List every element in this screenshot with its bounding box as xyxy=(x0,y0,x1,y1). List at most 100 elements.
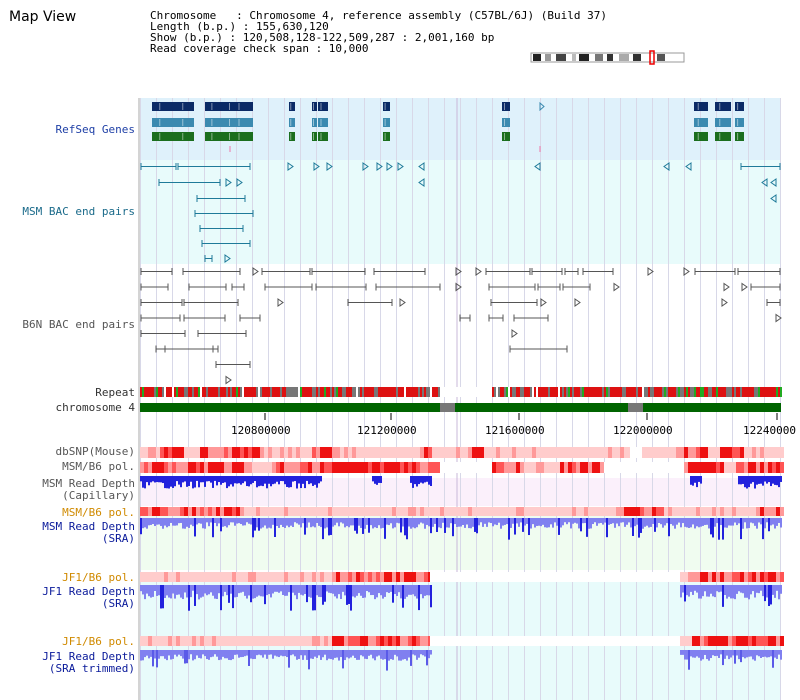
jf1-pol2-cell xyxy=(700,636,704,646)
jf1-sra-bar xyxy=(400,585,402,599)
repeat-segment xyxy=(696,387,698,397)
jf1-sra-bar xyxy=(264,585,266,605)
msm-sra-bar xyxy=(732,518,734,526)
jf1-sra-bar xyxy=(326,585,328,592)
dbsnp-cell xyxy=(212,447,216,458)
jf1-pol-cell xyxy=(164,572,168,582)
jf1-trim-bar xyxy=(226,650,228,659)
jf1-sra-bar xyxy=(262,585,264,597)
dbsnp-cell xyxy=(508,447,512,458)
msm-capillary-bar xyxy=(194,476,196,488)
repeat-segment xyxy=(398,387,400,397)
msm-sra-bar xyxy=(630,518,632,528)
jf1-sra-bar xyxy=(142,585,144,595)
msm-pol-cell xyxy=(332,462,336,473)
msm-sra-bar xyxy=(360,518,362,528)
bac-arrow xyxy=(761,178,768,187)
msm-capillary-bar xyxy=(282,476,284,482)
repeat-segment xyxy=(618,387,620,397)
dbsnp-cell xyxy=(716,447,720,458)
dbsnp-cell xyxy=(492,447,496,458)
jf1-trim-bar xyxy=(354,650,356,658)
track-label-msm-bac[interactable]: MSM BAC end pairs xyxy=(22,205,135,218)
msm-sra-bar xyxy=(286,518,288,526)
jf1-sra-bar xyxy=(314,585,316,611)
msm-sra-bar xyxy=(700,518,702,527)
msm-sra-bar xyxy=(406,518,408,540)
jf1-trim-bar xyxy=(348,650,350,659)
msm-pol-cell xyxy=(768,462,772,473)
dbsnp-cell xyxy=(252,447,256,458)
track-label-refseq[interactable]: RefSeq Genes xyxy=(55,123,135,136)
jf1-trim-bar xyxy=(350,650,352,658)
jf1-pol-cell xyxy=(360,572,364,582)
repeat-segment xyxy=(156,387,158,397)
repeat-segment xyxy=(634,387,636,397)
bac-arrow xyxy=(326,162,333,171)
msm-pol2-cell xyxy=(356,507,360,516)
msm-pol2-cell xyxy=(420,507,424,516)
jf1-sra-bar xyxy=(736,585,738,594)
dbsnp-cell xyxy=(560,447,564,458)
jf1-pol-cell xyxy=(260,572,264,582)
jf1-sra-bar xyxy=(384,585,386,597)
msm-pol-cell xyxy=(584,462,588,473)
msm-pol-cell xyxy=(180,462,184,473)
jf1-sra-bar xyxy=(276,585,278,592)
jf1-trim-bar xyxy=(214,650,216,655)
jf1-trim-bar xyxy=(712,650,714,656)
msm-pol2-cell xyxy=(188,507,192,516)
repeat-segment xyxy=(778,387,780,397)
msm-pol-cell xyxy=(152,462,156,473)
jf1-trim-bar xyxy=(722,650,724,666)
dbsnp-cell xyxy=(328,447,332,458)
msm-sra-bar xyxy=(764,518,766,529)
msm-sra-bar xyxy=(304,518,306,535)
msm-sra-bar xyxy=(702,518,704,526)
jf1-pol2-cell xyxy=(268,636,272,646)
msm-pol2-cell xyxy=(204,507,208,516)
msm-pol-cell xyxy=(364,462,368,473)
msm-pol2-cell xyxy=(748,507,752,516)
msm-pol-cell xyxy=(724,462,728,473)
jf1-sra-bar xyxy=(716,585,718,592)
jf1-sra-bar xyxy=(406,585,408,597)
msm-sra-bar xyxy=(608,518,610,525)
msm-pol2-cell xyxy=(296,507,300,516)
jf1-sra-bar xyxy=(172,585,174,594)
jf1-trim-bar xyxy=(746,650,748,658)
repeat-segment xyxy=(188,387,190,397)
repeat-segment xyxy=(416,387,418,397)
repeat-segment xyxy=(704,387,706,397)
jf1-trim-bar xyxy=(430,650,432,655)
msm-sra-bar xyxy=(206,518,208,523)
jf1-trim-bar xyxy=(684,650,686,660)
jf1-pol2-cell xyxy=(320,636,324,646)
msm-pol2-cell xyxy=(452,507,456,516)
jf1-trim-bar xyxy=(396,650,398,657)
msm-sra-bar xyxy=(270,518,272,529)
msm-sra-bar xyxy=(344,518,346,528)
msm-pol2-cell xyxy=(744,507,748,516)
repeat-segment xyxy=(684,387,686,397)
jf1-trim-bar xyxy=(236,650,238,655)
track-label-jf1-pol-2: JF1/B6 pol. xyxy=(62,635,135,648)
msm-sra-bar xyxy=(472,518,474,527)
dbsnp-cell xyxy=(536,447,540,458)
dbsnp-cell xyxy=(368,447,372,458)
repeat-segment xyxy=(670,387,672,397)
jf1-sra-bar xyxy=(222,585,224,597)
jf1-pol2-cell xyxy=(168,636,172,646)
jf1-trim-bar xyxy=(392,650,394,660)
msm-capillary-bar xyxy=(286,476,288,487)
jf1-sra-bar xyxy=(780,585,782,594)
msm-capillary-bar xyxy=(240,476,242,485)
jf1-trim-bar xyxy=(688,650,690,670)
msm-sra-bar xyxy=(686,518,688,528)
jf1-sra-bar xyxy=(378,585,380,594)
jf1-sra-bar xyxy=(770,585,772,605)
track-label-b6n-bac[interactable]: B6N BAC end pairs xyxy=(22,318,135,331)
msm-sra-bar xyxy=(606,518,608,538)
dbsnp-cell xyxy=(364,447,368,458)
